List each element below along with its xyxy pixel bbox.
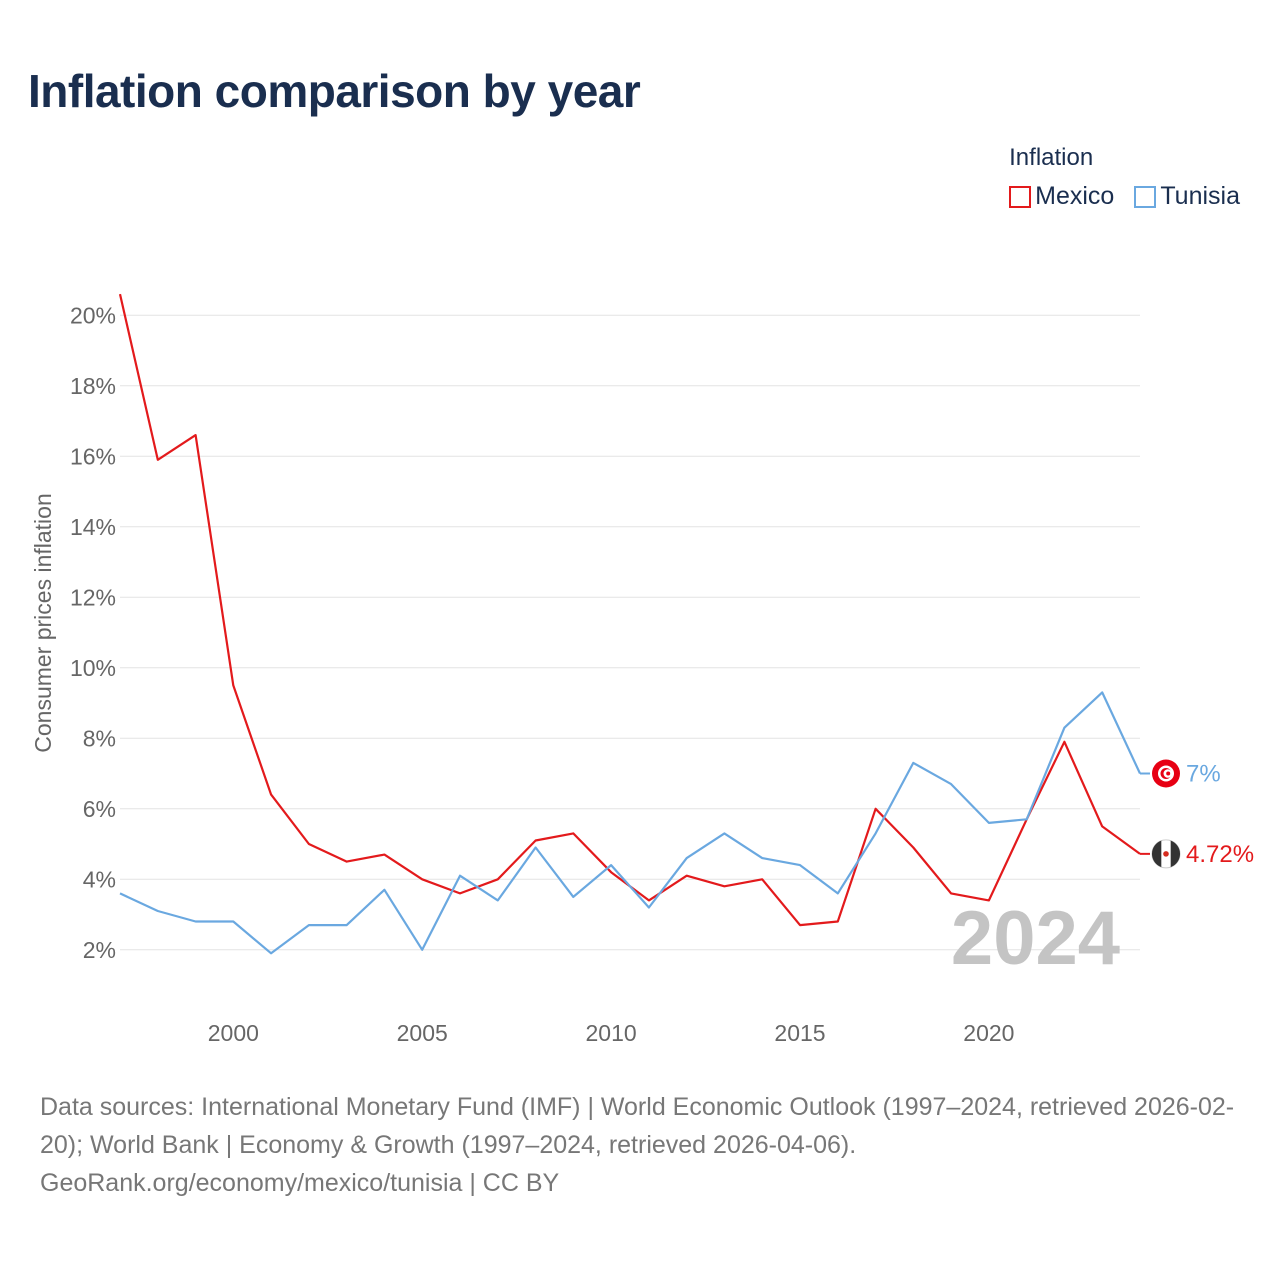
series-line-mexico (118, 293, 1141, 927)
y-tick-label: 16% (70, 443, 116, 469)
source-link[interactable]: GeoRank.org/economy/mexico/tunisia | CC … (40, 1169, 560, 1197)
legend-title: Inflation (1009, 144, 1094, 171)
chart-title: Inflation comparison by year (28, 65, 641, 117)
legend-label-mexico: Mexico (1035, 182, 1115, 210)
line-chart: 2% 4% 6% 8% 10% 12% 14% 16% 18% 20% 2000 2005 2010 20… (30, 293, 1254, 1046)
y-tick-label: 20% (70, 302, 116, 328)
y-tick-label: 10% (70, 655, 116, 681)
series-line-tunisia (119, 691, 1141, 955)
data-sources-text: Data sources: International Monetary Fun… (40, 1093, 1235, 1159)
footer: Data sources: International Monetary Fun… (40, 1088, 1250, 1202)
y-tick-label: 12% (70, 584, 116, 610)
y-axis-label: Consumer prices inflation (30, 493, 56, 753)
x-tick-label: 2005 (397, 1020, 448, 1046)
legend-swatch-tunisia (1134, 185, 1157, 208)
legend-swatch-mexico (1009, 185, 1032, 208)
y-tick-label: 14% (70, 514, 116, 540)
y-tick-label: 18% (70, 373, 116, 399)
y-tick-label: 4% (83, 866, 116, 892)
end-label-mexico: 4.72% (1186, 841, 1254, 868)
y-tick-label: 2% (83, 937, 116, 963)
legend: Inflation Mexico Tunisia (1009, 144, 1240, 211)
x-tick-label: 2020 (963, 1020, 1014, 1046)
y-tick-label: 6% (83, 796, 116, 822)
y-tick-label: 8% (83, 725, 116, 751)
year-watermark: 2024 (951, 896, 1120, 981)
legend-item-mexico[interactable]: Mexico (1009, 182, 1114, 211)
tunisia-flag-icon (1152, 759, 1180, 788)
x-tick-label: 2000 (208, 1020, 259, 1046)
mexico-flag-icon (1151, 839, 1181, 869)
end-label-tunisia: 7% (1186, 761, 1221, 788)
legend-label-tunisia: Tunisia (1160, 182, 1240, 210)
legend-item-tunisia[interactable]: Tunisia (1134, 182, 1240, 211)
x-tick-label: 2010 (586, 1020, 637, 1046)
x-tick-label: 2015 (774, 1020, 825, 1046)
